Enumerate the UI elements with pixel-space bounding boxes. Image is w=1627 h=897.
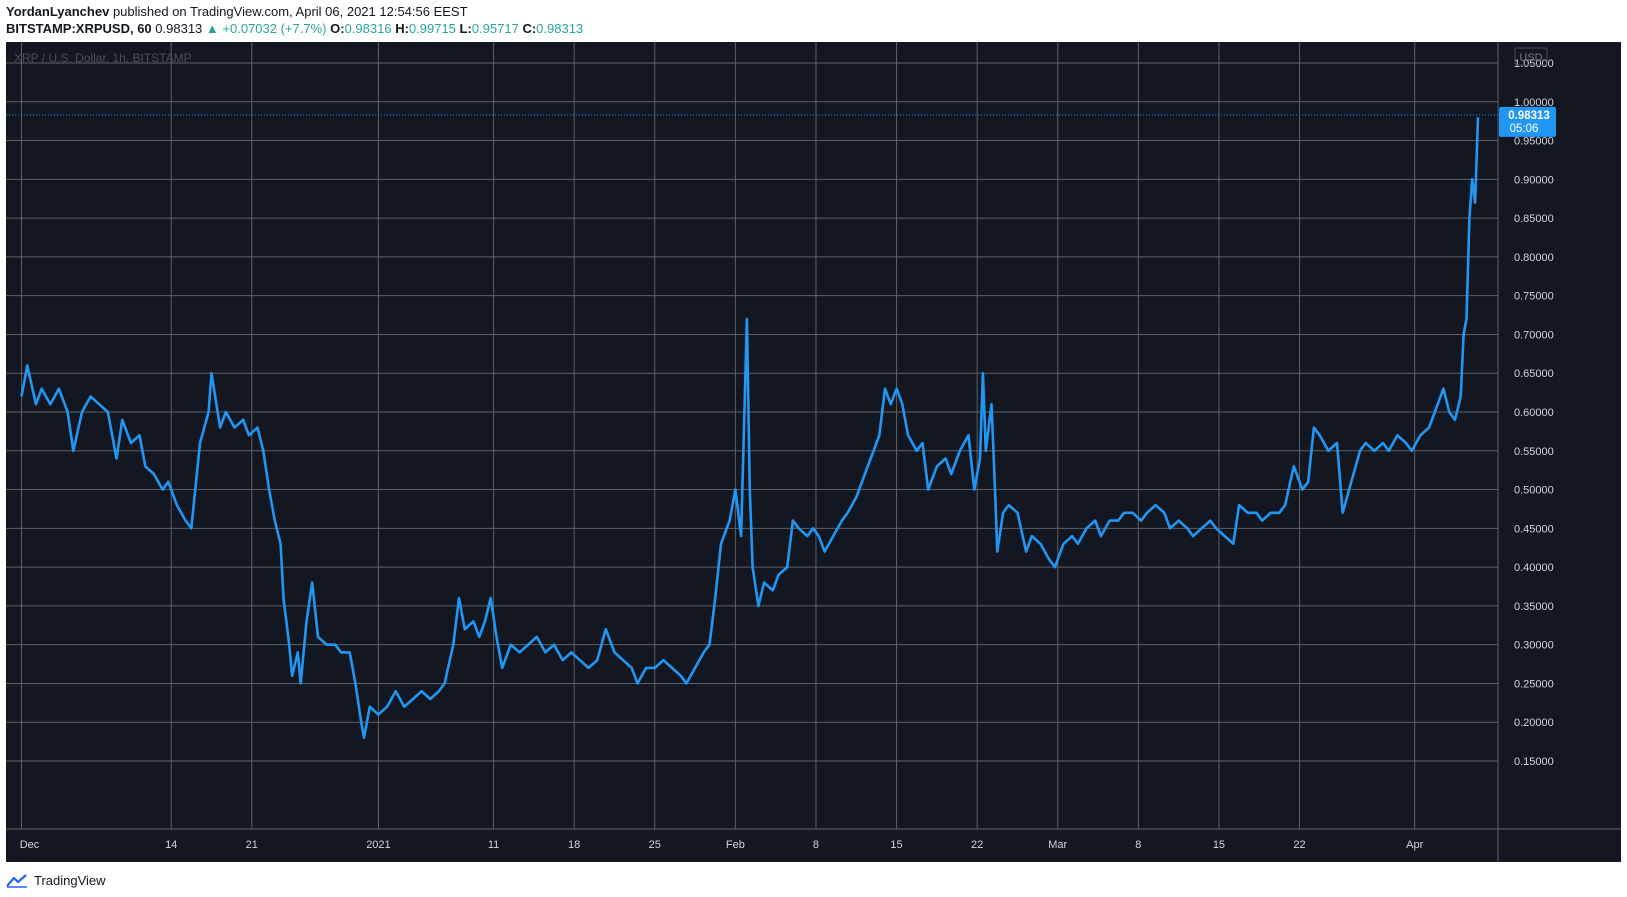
y-tick-label: 0.65000 — [1514, 368, 1554, 380]
y-tick-label: 0.15000 — [1514, 756, 1554, 768]
y-tick-label: 0.55000 — [1514, 446, 1554, 458]
x-tick-label: 14 — [165, 839, 177, 851]
x-tick-label: Apr — [1406, 839, 1423, 851]
y-tick-label: 0.40000 — [1514, 562, 1554, 574]
time-axis[interactable]: Dec 14 21 2021 11 18 25 Feb 8 15 22 Mar 8 15 22 Apr — [20, 839, 1424, 851]
x-tick-label: 22 — [971, 839, 983, 851]
price-change: ▲ +0.07032 (+7.7%) — [205, 21, 327, 36]
x-tick-label: 22 — [1293, 839, 1305, 851]
x-tick-label: Mar — [1048, 839, 1067, 851]
low-value: 0.95717 — [471, 21, 519, 36]
y-tick-label: 0.25000 — [1514, 678, 1554, 690]
y-tick-label: 0.85000 — [1514, 213, 1554, 225]
currency-label: USD — [1519, 52, 1542, 64]
x-tick-label: 18 — [568, 839, 580, 851]
y-tick-label: 0.80000 — [1514, 252, 1554, 264]
y-tick-label: 0.50000 — [1514, 485, 1554, 497]
close-value: 0.98313 — [536, 21, 584, 36]
tradingview-logo-icon[interactable] — [6, 873, 28, 888]
footer: TradingView — [6, 873, 106, 888]
chart-canvas[interactable]: 1.05000 1.00000 0.95000 0.90000 0.85000 0.800… — [6, 42, 1621, 862]
symbol-name: BITSTAMP:XRPUSD, 60 — [6, 21, 152, 36]
y-tick-label: 0.70000 — [1514, 329, 1554, 341]
published-info: published on TradingView.com, April 06, … — [112, 4, 468, 19]
last-price-badge: 0.98313 05:06 — [1499, 106, 1556, 137]
y-tick-label: 1.05000 — [1514, 58, 1554, 70]
badge-countdown: 05:06 — [1510, 123, 1539, 135]
badge-price: 0.98313 — [1508, 110, 1550, 122]
x-tick-label: 8 — [1135, 839, 1141, 851]
y-tick-label: 0.90000 — [1514, 174, 1554, 186]
y-tick-label: 0.75000 — [1514, 291, 1554, 303]
x-tick-label: 2021 — [366, 839, 390, 851]
x-tick-label: 25 — [649, 839, 661, 851]
currency-button[interactable]: USD — [1514, 47, 1548, 66]
y-tick-label: 1.00000 — [1514, 97, 1554, 109]
chart-title: XRP / U.S. Dollar, 1h, BITSTAMP — [14, 51, 192, 65]
open-label: O: — [330, 21, 345, 36]
y-tick-label: 0.20000 — [1514, 717, 1554, 729]
open-value: 0.98316 — [344, 21, 392, 36]
x-tick-label: 15 — [1213, 839, 1225, 851]
x-tick-label: 11 — [488, 839, 499, 851]
price-line — [20, 117, 1480, 739]
high-label: H: — [395, 21, 409, 36]
high-value: 0.99715 — [408, 21, 456, 36]
x-tick-label: 21 — [246, 839, 258, 851]
close-label: C: — [522, 21, 537, 36]
x-tick-label: 8 — [813, 839, 819, 851]
x-tick-label: Dec — [20, 839, 40, 851]
price-chart[interactable]: 1.05000 1.00000 0.95000 0.90000 0.85000 0.800… — [6, 42, 1621, 862]
y-tick-label: 0.95000 — [1514, 136, 1554, 148]
y-tick-label: 0.35000 — [1514, 601, 1554, 613]
publish-header: YordanLyanchev published on TradingView.… — [6, 4, 468, 20]
x-tick-label: Feb — [726, 839, 745, 851]
y-tick-label: 0.30000 — [1514, 640, 1554, 652]
low-label: L: — [459, 21, 472, 36]
price-axis[interactable]: 1.05000 1.00000 0.95000 0.90000 0.85000 0.800… — [1514, 58, 1554, 768]
footer-brand[interactable]: TradingView — [34, 873, 106, 888]
y-tick-label: 0.60000 — [1514, 407, 1554, 419]
chart-background — [6, 42, 1621, 862]
author-name[interactable]: YordanLyanchev — [6, 4, 110, 19]
last-price: 0.98313 — [155, 21, 203, 36]
symbol-header: BITSTAMP:XRPUSD, 60 0.98313 ▲ +0.07032 (… — [6, 21, 583, 37]
x-tick-label: 15 — [890, 839, 902, 851]
y-tick-label: 0.45000 — [1514, 523, 1554, 535]
